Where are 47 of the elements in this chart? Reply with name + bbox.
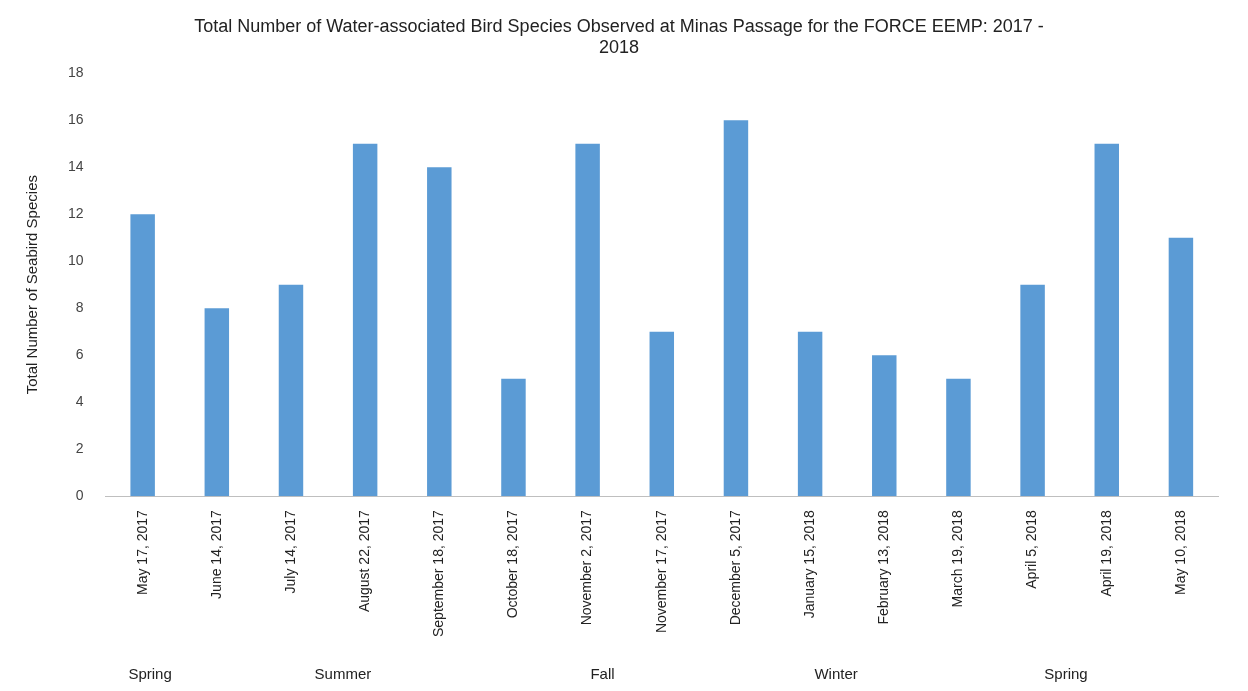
bar [575, 143, 600, 497]
y-tick-label: 14 [67, 158, 84, 175]
bar [1020, 284, 1045, 497]
bar [946, 378, 971, 497]
bar [427, 167, 452, 497]
y-tick-label: 2 [75, 440, 84, 456]
bar [649, 331, 675, 497]
bar [352, 143, 378, 497]
x-tick-label: November 17, 2017 [652, 509, 669, 634]
y-tick-label: 18 [67, 64, 84, 81]
x-tick-label: September 18, 2017 [430, 509, 447, 638]
x-tick-label: January 15, 2018 [800, 509, 817, 619]
x-tick-label: October 18, 2017 [504, 509, 521, 619]
text: Winter [814, 665, 858, 683]
y-tick-label: 12 [67, 205, 84, 222]
bar [204, 308, 230, 497]
text: Summer [314, 665, 372, 683]
bar [130, 214, 155, 497]
x-tick-label: February 13, 2018 [875, 509, 892, 625]
x-tick-label: November 2, 2017 [578, 509, 595, 626]
y-tick-label: 0 [75, 486, 84, 503]
x-tick-label: July 14, 2017 [281, 509, 298, 594]
bar [797, 331, 823, 497]
chart-title: Total Number of Water-associated Bird Species Observed at Minas Passage for the FORCE EEMP: 2017 - 2018 [194, 15, 1044, 58]
bar [501, 378, 526, 497]
y-tick-label: 10 [67, 252, 84, 269]
x-tick-label: May 17, 2017 [133, 509, 150, 595]
x-tick-label: December 5, 2017 [726, 509, 743, 626]
text: Spring [1044, 665, 1088, 683]
y-tick-label: 6 [75, 346, 84, 363]
x-tick-label: May 10, 2018 [1171, 509, 1188, 595]
y-tick-label: 16 [67, 111, 84, 128]
x-tick-label: June 14, 2017 [207, 509, 224, 599]
x-tick-label: April 5, 2018 [1023, 509, 1040, 589]
bar [1168, 237, 1194, 497]
x-tick-label: March 19, 2018 [949, 509, 966, 608]
bar [872, 355, 897, 497]
y-tick-label: 4 [75, 393, 84, 410]
x-tick-label: August 22, 2017 [356, 509, 372, 613]
text: Fall [590, 665, 615, 683]
x-tick-label: April 19, 2018 [1097, 509, 1114, 597]
bar [1094, 143, 1119, 497]
text: Spring [128, 665, 172, 683]
y-axis-title: Total Number of Seabird Species [23, 175, 41, 395]
y-tick-label: 8 [75, 299, 84, 316]
bar [278, 284, 304, 497]
bar [723, 120, 749, 497]
